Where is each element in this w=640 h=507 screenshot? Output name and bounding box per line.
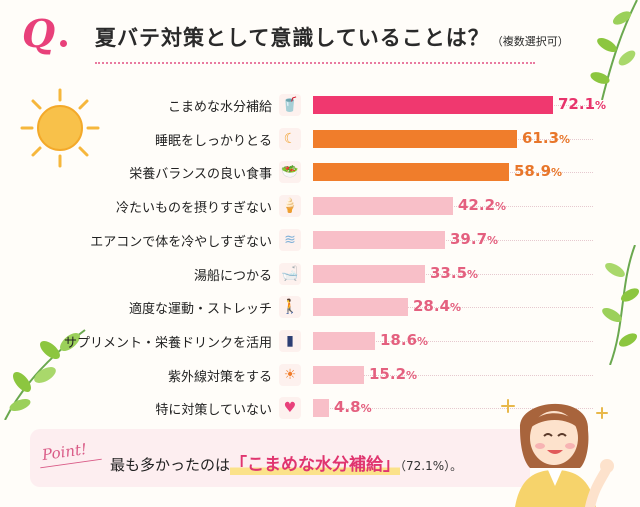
bar-value-label: 39.7%: [450, 229, 499, 248]
bar: [313, 399, 329, 418]
water-bottle-icon: 🥤: [279, 94, 301, 116]
supplement-bottle-icon: ▮: [279, 329, 301, 352]
q-mark-icon: Q: [22, 12, 68, 56]
bar: [313, 331, 375, 350]
category-label: 特に対策していない: [155, 403, 272, 419]
category-label: 栄養バランスの良い食事: [129, 167, 272, 183]
leaves-left-icon: [4, 329, 86, 420]
bar: [313, 129, 517, 148]
moon-sleep-icon: ☾: [279, 127, 301, 150]
point-text-after: （72.1%）。: [400, 459, 463, 473]
heart-icon: ♥: [279, 397, 301, 420]
bar-value-label: 58.9%: [514, 162, 563, 181]
ice-cream-icon: 🍦: [279, 195, 301, 218]
category-label: 睡眠をしっかりとる: [154, 133, 272, 149]
bar-value-label: 4.8%: [334, 398, 372, 417]
bar-guide-line: [313, 273, 593, 275]
walking-person-icon: 🚶: [279, 296, 301, 319]
bar: [313, 163, 509, 182]
title-divider: [95, 62, 535, 64]
bar: [313, 197, 453, 216]
bar: [313, 96, 553, 114]
bathtub-icon: 🛁: [279, 262, 301, 285]
category-label: サプリメント・栄養ドリンクを活用: [63, 335, 272, 351]
bar-guide-line: [313, 374, 593, 376]
page-title: 夏バテ対策として意識していることは？ （複数選択可）: [95, 22, 569, 52]
bar-value-label: 33.5%: [430, 263, 479, 282]
bar-value-label: 72.1%: [558, 95, 607, 113]
bar-value-label: 15.2%: [369, 364, 418, 383]
bar-guide-line: [313, 206, 593, 208]
bar: [313, 298, 408, 317]
point-text-before: 最も多かったのは: [110, 456, 231, 474]
point-summary: 最も多かったのは「こまめな水分補給」（72.1%）。: [110, 450, 462, 475]
woman-illustration-icon: [501, 399, 614, 507]
point-highlight: 「こまめな水分補給」: [230, 455, 401, 475]
category-label: こまめな水分補給: [167, 100, 272, 115]
category-label: 紫外線対策をする: [167, 369, 272, 385]
leaves-right-icon: [602, 245, 640, 365]
category-label: 湯船につかる: [193, 268, 272, 284]
air-conditioner-icon: ≋: [279, 228, 301, 251]
leaves-top-right-icon: [590, 0, 638, 100]
bar: [313, 365, 364, 384]
sun-icon: ☀: [279, 363, 301, 386]
title-text: 夏バテ対策として意識していることは？: [95, 26, 490, 50]
bar-guide-line: [313, 340, 593, 342]
bar-guide-line: [313, 307, 593, 309]
bar-value-label: 61.3%: [522, 128, 571, 147]
category-label: 冷たいものを摂りすぎない: [115, 201, 272, 217]
title-note: （複数選択可）: [491, 35, 569, 48]
bar-value-label: 28.4%: [413, 297, 462, 316]
bar: [313, 230, 445, 249]
bar-guide-line: [313, 408, 593, 410]
bar-guide-line: [313, 239, 593, 241]
bar: [313, 264, 425, 283]
salad-bowl-icon: 🥗: [279, 161, 301, 184]
bar-value-label: 18.6%: [380, 330, 429, 349]
sun-decoration-icon: [20, 88, 100, 168]
bar-value-label: 42.2%: [458, 196, 507, 215]
category-label: エアコンで体を冷やしすぎない: [90, 234, 272, 250]
category-label: 適度な運動・ストレッチ: [128, 302, 272, 318]
